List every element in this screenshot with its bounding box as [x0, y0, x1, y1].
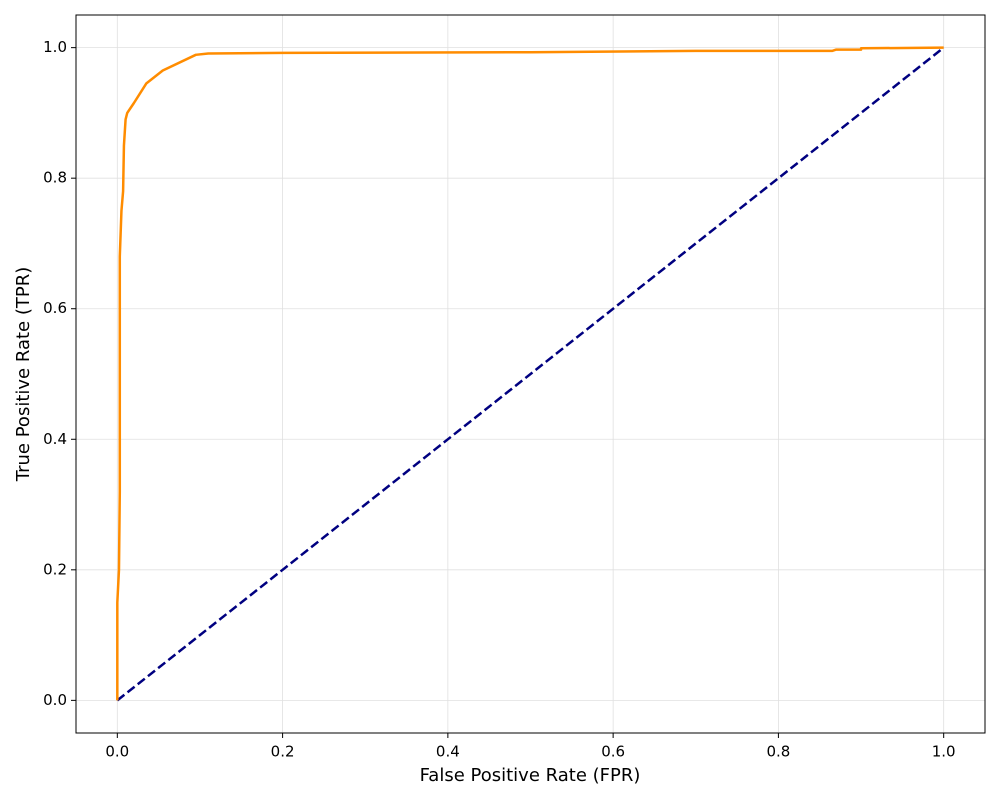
y-tick-label: 0.2: [43, 560, 67, 578]
y-tick-label: 1.0: [43, 38, 67, 56]
x-tick-label: 0.0: [105, 743, 129, 761]
roc-line: [116, 46, 944, 701]
plot-frame: [75, 14, 986, 734]
x-tick-label: 0.6: [601, 743, 625, 761]
roc-line: [116, 46, 945, 702]
x-tick-label: 0.2: [271, 743, 295, 761]
y-tick-label: 0.8: [43, 169, 67, 187]
y-tick-label: 0.4: [43, 430, 67, 448]
x-tick-label: 1.0: [932, 743, 956, 761]
y-axis-label: True Positive Rate (TPR): [13, 267, 34, 482]
y-tick-label: 0.0: [43, 691, 67, 709]
x-axis-label: False Positive Rate (FPR): [420, 765, 641, 786]
y-tick-label: 0.6: [43, 299, 67, 317]
x-tick-label: 0.4: [436, 743, 460, 761]
x-tick-label: 0.8: [766, 743, 790, 761]
